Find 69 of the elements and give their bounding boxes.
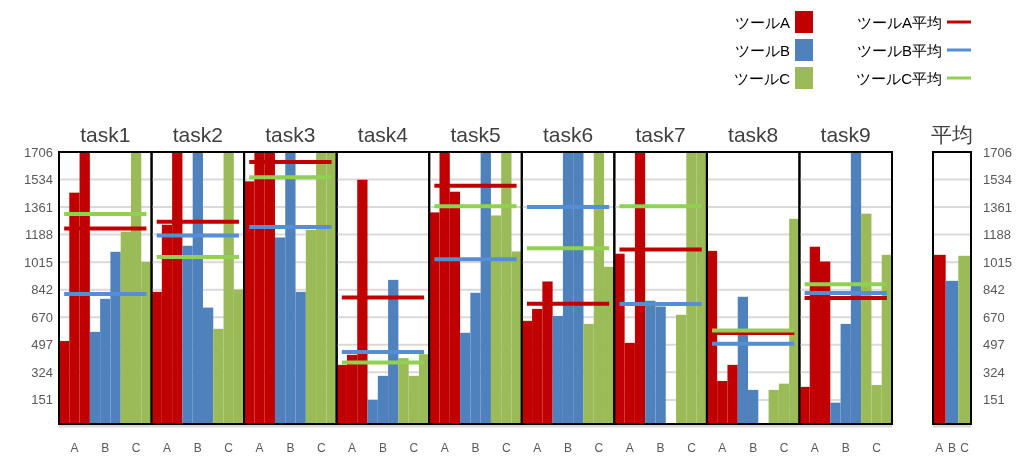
chart-title: task1 (80, 123, 131, 146)
chart-title: task8 (728, 123, 779, 146)
y-tick-label: 1015 (24, 254, 53, 270)
y-tick-label: 670 (983, 309, 1005, 325)
x-tick-label: C (779, 441, 789, 455)
x-tick-label: B (286, 441, 295, 455)
y-tick-label: 497 (31, 337, 53, 353)
x-tick-label: B (193, 441, 202, 455)
x-tick-label: A (255, 441, 264, 455)
legend-label: ツールB (734, 42, 790, 59)
legend-label: ツールA (734, 14, 790, 31)
y-tick-label: 1188 (983, 227, 1011, 243)
x-tick-label: C (316, 441, 326, 455)
x-tick-label: C (872, 441, 882, 455)
legend-label: ツールC平均 (856, 70, 942, 87)
x-tick-label: A (70, 441, 79, 455)
y-tick-label: 1361 (24, 199, 53, 215)
chart-title: task6 (542, 123, 594, 146)
chart-title: task3 (265, 123, 316, 146)
chart-title: task7 (635, 123, 686, 146)
legend-label: ツールC (734, 70, 791, 87)
x-tick-label: C (502, 441, 512, 455)
y-tick-label: 151 (31, 392, 53, 408)
x-tick-label: A (440, 441, 449, 455)
x-tick-label: C (131, 441, 141, 455)
x-tick-label: A (533, 441, 542, 455)
bar (958, 255, 971, 424)
x-tick-label: A (625, 441, 634, 455)
x-tick-label: B (656, 441, 665, 455)
legend-label: ツールA平均 (856, 14, 942, 31)
x-tick-label: C (960, 441, 970, 455)
bar (933, 254, 946, 424)
chart-title: task5 (450, 123, 501, 146)
x-tick-label: A (162, 441, 171, 455)
x-tick-label: B (947, 441, 957, 455)
chart-title: task4 (357, 123, 409, 146)
y-tick-label: 1706 (24, 144, 53, 160)
x-tick-label: B (749, 441, 758, 455)
x-tick-label: C (224, 441, 234, 455)
y-tick-label: 324 (983, 364, 1005, 380)
x-tick-label: A (348, 441, 357, 455)
chart-title: task2 (172, 123, 223, 146)
x-tick-label: C (594, 441, 604, 455)
y-tick-label: 151 (983, 392, 1005, 408)
x-tick-label: A (935, 441, 944, 455)
y-tick-label: 497 (983, 337, 1005, 353)
x-tick-label: B (564, 441, 573, 455)
y-tick-label: 842 (31, 282, 53, 298)
x-tick-label: B (471, 441, 480, 455)
y-tick-label: 324 (31, 364, 53, 380)
y-tick-label: 1015 (983, 254, 1012, 270)
x-tick-label: C (687, 441, 697, 455)
y-tick-label: 1534 (983, 171, 1012, 187)
y-tick-label: 1706 (983, 144, 1012, 160)
bar (945, 280, 959, 424)
y-tick-label: 842 (983, 282, 1005, 298)
y-tick-label: 670 (31, 309, 53, 325)
y-tick-label: 1361 (983, 199, 1012, 215)
x-tick-label: B (101, 441, 110, 455)
x-tick-label: B (378, 441, 387, 455)
x-tick-label: B (841, 441, 850, 455)
y-tick-label: 1188 (25, 227, 53, 243)
x-tick-label: A (718, 441, 727, 455)
x-tick-label: C (409, 441, 419, 455)
chart-title: 平均 (931, 123, 973, 146)
chart-title: task9 (820, 123, 871, 146)
x-tick-label: A (810, 441, 819, 455)
y-tick-label: 1534 (24, 171, 53, 187)
legend-label: ツールB平均 (856, 42, 942, 59)
